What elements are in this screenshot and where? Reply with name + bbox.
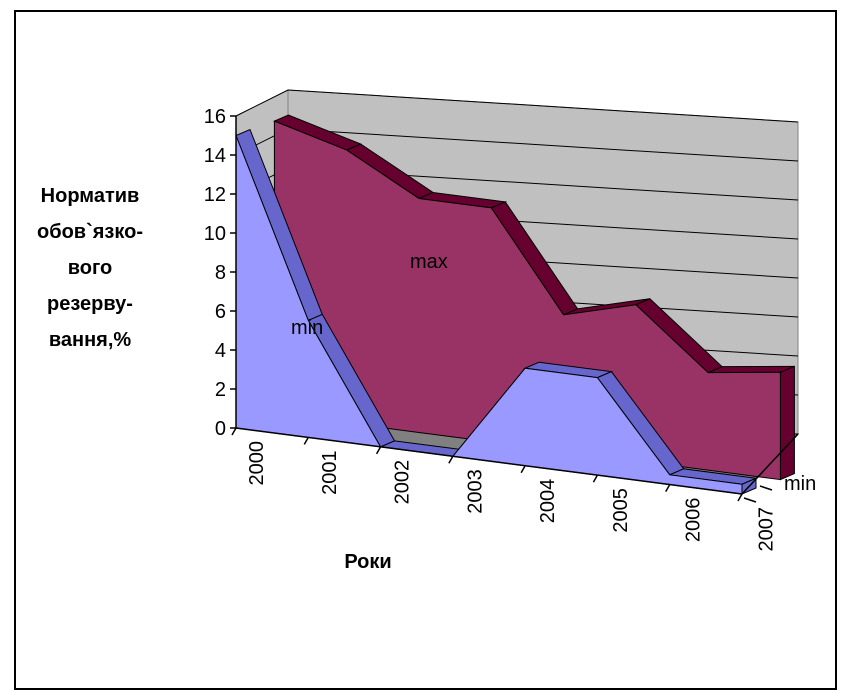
y-tick-label: 10: [204, 223, 226, 245]
x-tick-mark: [593, 475, 597, 482]
x-tick-label: 2000: [246, 441, 268, 486]
x-tick-mark: [304, 437, 308, 444]
depth-axis-label: min: [784, 473, 816, 495]
y-axis-title-line-1: Норматив: [41, 185, 140, 207]
y-tick-labels: 0 2 4 6 8 10 12 14 16: [204, 106, 236, 440]
y-tick-label: 14: [204, 145, 226, 167]
x-tick-label: 2001: [319, 450, 341, 495]
x-tick-label: 2002: [392, 460, 414, 505]
area-chart-3d: 0 2 4 6 8 10 12 14 16 2000 2001 2002 2003 2004 2005 20…: [0, 0, 845, 661]
x-tick-label: 2007: [756, 507, 778, 552]
area-endcap: [780, 366, 794, 479]
x-tick-mark: [449, 456, 453, 463]
y-axis-title-line-4: резерву-: [47, 293, 133, 315]
x-tick-label: 2006: [683, 498, 705, 542]
y-tick-label: 2: [215, 379, 226, 401]
y-axis-title: Норматив обов`язко- вого резерву- вання,…: [37, 185, 143, 351]
y-tick-label: 6: [215, 301, 226, 323]
x-tick-label: 2003: [464, 469, 486, 514]
y-axis-title-line-5: вання,%: [49, 329, 132, 351]
x-tick-mark: [232, 428, 236, 435]
series-label-min: min: [291, 317, 323, 339]
x-tick-mark: [666, 485, 670, 492]
y-tick-label: 8: [215, 262, 226, 284]
x-tick-mark: [521, 466, 525, 473]
y-axis-title-line-3: вого: [68, 257, 113, 279]
x-tick-mark: [738, 494, 742, 501]
y-tick-label: 16: [204, 106, 226, 128]
y-tick-label: 4: [215, 340, 226, 362]
depth-axis-tick: [744, 498, 756, 502]
y-axis-title-line-2: обов`язко-: [37, 221, 143, 243]
x-axis-title: Роки: [344, 551, 391, 573]
series-label-max: max: [410, 251, 448, 273]
x-tick-mark: [377, 447, 381, 454]
y-tick-label: 12: [204, 184, 226, 206]
x-tick-label: 2004: [537, 479, 559, 524]
y-tick-label: 0: [215, 418, 226, 440]
depth-axis-tick: [760, 486, 772, 490]
x-tick-label: 2005: [610, 488, 632, 532]
